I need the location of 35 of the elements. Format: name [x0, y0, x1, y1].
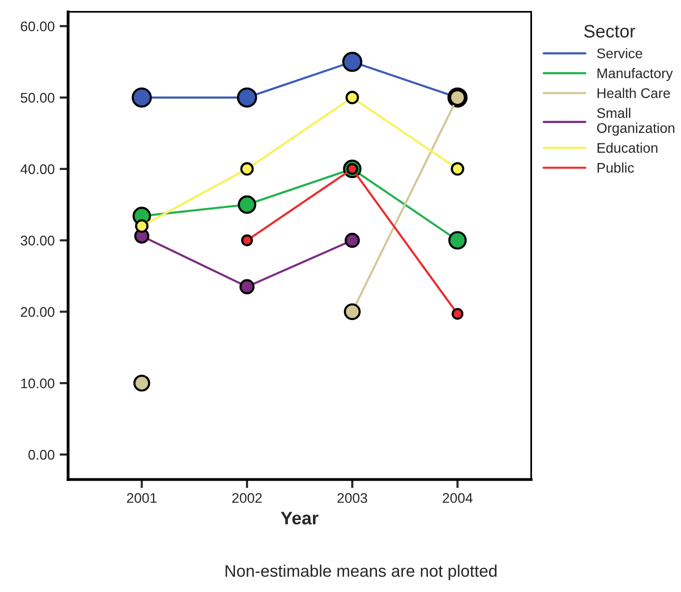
- point: [132, 87, 152, 108]
- point: [238, 195, 256, 214]
- text: Non-estimable means are not plotted: [226, 564, 497, 580]
- y-tick-label: 30.00: [20, 236, 54, 246]
- x-tick-label: 2001: [127, 493, 157, 503]
- legend-label: Education: [598, 142, 658, 153]
- x-axis-title: Year: [280, 512, 318, 524]
- y-tick-label: 60.00: [20, 21, 54, 32]
- y-tick-label: 50.00: [20, 92, 54, 103]
- point: [133, 374, 150, 392]
- legend-label: Health Care: [598, 88, 670, 98]
- point: [239, 279, 255, 294]
- y-tick-label: 0.00: [28, 450, 54, 460]
- legend-label: Manufactory: [598, 68, 673, 81]
- legend-label: Public: [598, 162, 634, 173]
- y-tick-label: 10.00: [21, 378, 54, 388]
- point: [342, 52, 362, 72]
- point: [452, 308, 464, 320]
- legend-label: Small Organization: [597, 108, 674, 136]
- point: [240, 162, 254, 176]
- y-tick-label: 20.00: [20, 307, 54, 317]
- point: [236, 87, 258, 108]
- legend-title: Sector: [584, 24, 636, 38]
- point: [344, 303, 361, 320]
- x-tick-label: 2003: [338, 493, 368, 503]
- point: [344, 232, 360, 248]
- point: [448, 231, 467, 250]
- y-tick-label: 40.00: [20, 164, 54, 174]
- x-tick-label: 2002: [232, 493, 262, 503]
- x-tick-label: 2004: [442, 493, 473, 503]
- point: [135, 219, 149, 233]
- legend-label: Service: [597, 48, 642, 58]
- point: [450, 162, 464, 176]
- point: [241, 234, 253, 246]
- point: [346, 90, 359, 104]
